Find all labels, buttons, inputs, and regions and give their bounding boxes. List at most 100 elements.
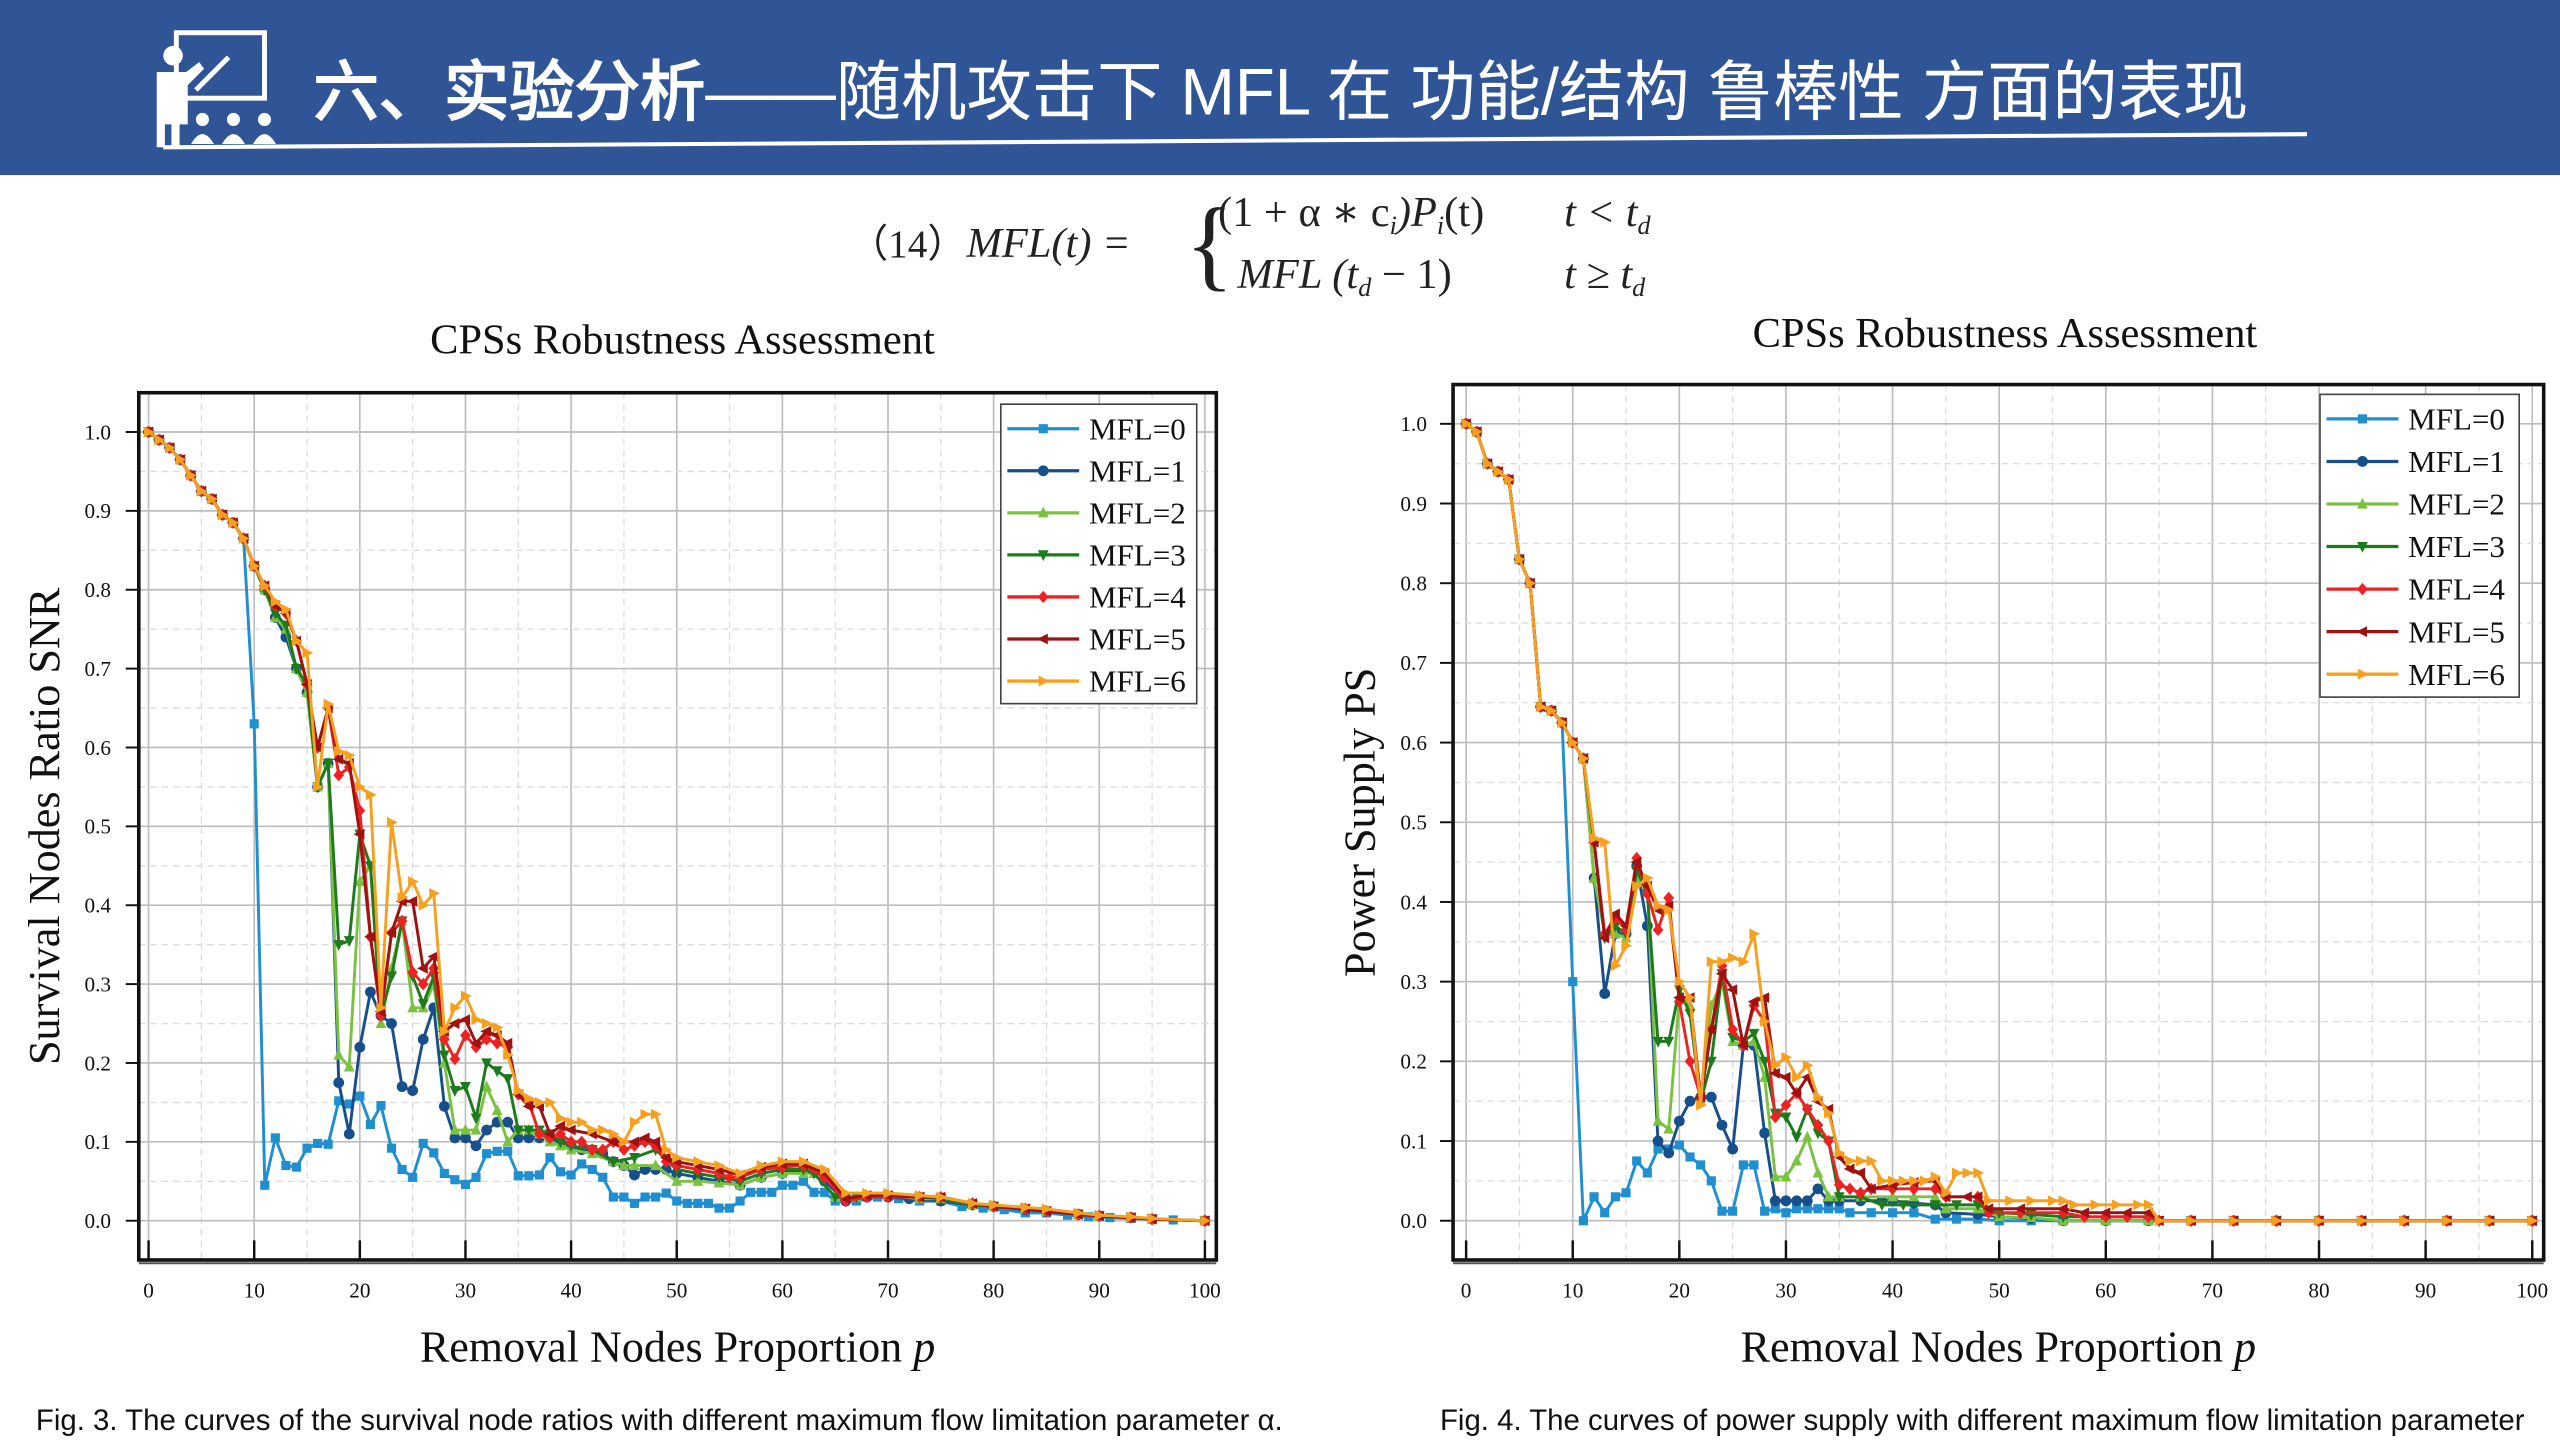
data-point [703, 1198, 713, 1208]
x-tick-label: 40 [560, 1279, 581, 1303]
data-point [692, 1175, 704, 1186]
legend-label: MFL=2 [2408, 487, 2505, 522]
data-point [1557, 717, 1569, 729]
y-tick-label: 0.6 [85, 736, 112, 760]
formula-case1-expr: (1 + α ∗ ci)Pi(t) [1218, 189, 1484, 240]
data-point [1769, 1067, 1780, 1079]
x-tick-label: 60 [2095, 1279, 2116, 1303]
data-point [334, 1096, 344, 1106]
data-point [2271, 1215, 2283, 1227]
data-point [375, 1017, 387, 1029]
legend-item: MFL=0 [2326, 402, 2505, 437]
data-point [1632, 880, 1643, 892]
data-point [693, 1198, 703, 1208]
data-point [2357, 1215, 2368, 1227]
data-point [1126, 1211, 1138, 1223]
data-point [598, 1172, 608, 1182]
y-tick-label: 0.4 [85, 894, 112, 918]
data-point [640, 1108, 652, 1120]
data-point [502, 1074, 514, 1085]
data-point [650, 1159, 661, 1171]
x-axis-label: Removal Nodes Proportion p [1741, 1322, 2256, 1371]
data-point [661, 1144, 673, 1156]
data-point [1845, 1155, 1857, 1167]
data-point [1780, 1112, 1792, 1124]
formula: （14） MFL(t) = { (1 + α ∗ ci)Pi(t) t < td… [849, 188, 1652, 302]
data-point [1674, 976, 1686, 988]
data-point [555, 1137, 566, 1149]
data-point [1738, 1160, 1748, 1170]
data-point [1876, 1200, 1888, 1212]
data-point [2133, 1199, 2144, 1211]
page-title: 六、实验分析——随机攻击下 MFL 在 功能/结构 鲁棒性 方面的表现 [313, 55, 2248, 128]
data-point [735, 1168, 747, 1179]
y-tick-label: 0.8 [85, 578, 112, 602]
data-point [1758, 992, 1770, 1003]
data-point [1790, 1087, 1802, 1099]
data-point [1632, 1156, 1642, 1166]
data-point [1684, 1095, 1696, 1107]
chart-title: CPSs Robustness Assessment [430, 316, 935, 363]
data-point [1020, 1201, 1032, 1213]
data-point [449, 1052, 461, 1066]
data-point [1652, 1135, 1664, 1147]
data-point [798, 1156, 810, 1167]
data-point [386, 1143, 397, 1153]
data-point [1801, 1195, 1813, 1207]
data-point [302, 647, 314, 659]
data-point [1716, 1119, 1728, 1131]
data-point [1578, 753, 1590, 764]
data-point [2090, 1199, 2102, 1211]
data-point [354, 1041, 366, 1053]
data-point [1461, 418, 1473, 430]
data-point [1759, 1056, 1771, 1068]
data-point [471, 1014, 483, 1026]
legend-label: MFL=5 [2408, 614, 2505, 649]
data-point [1482, 458, 1494, 470]
legend-item: MFL=5 [1007, 622, 1186, 657]
data-point [1578, 1216, 1588, 1226]
data-point [407, 1001, 419, 1013]
data-point [862, 1187, 874, 1199]
data-point [1940, 1202, 1952, 1214]
y-tick-label: 0.9 [1400, 492, 1427, 516]
data-point [1621, 940, 1633, 952]
data-point [460, 1082, 471, 1093]
data-point [1642, 872, 1654, 884]
data-point [438, 1100, 450, 1112]
legend-label: MFL=4 [2408, 572, 2505, 607]
data-point [1610, 960, 1622, 972]
data-point [417, 962, 428, 974]
data-point [397, 1164, 407, 1175]
data-point [449, 1123, 461, 1135]
data-point [1589, 832, 1601, 844]
data-point [1897, 1200, 1909, 1212]
data-point [1781, 1208, 1791, 1218]
data-point [1769, 1170, 1781, 1182]
legend-item: MFL=4 [1007, 580, 1186, 615]
data-point [936, 1191, 948, 1203]
data-point [1663, 1147, 1675, 1159]
formula-number: （14） [849, 223, 967, 266]
data-point [376, 1002, 388, 1014]
x-tick-label: 100 [1189, 1279, 1221, 1303]
data-point [1696, 1160, 1706, 1170]
legend-marker [2357, 414, 2368, 424]
y-axis-label: Survival Nodes Ratio SNR [20, 587, 69, 1065]
legend-marker [1037, 506, 1049, 518]
data-point [809, 1187, 819, 1197]
data-point [989, 1199, 1000, 1211]
data-point [154, 434, 166, 446]
data-point [480, 1026, 492, 1037]
x-tick-label: 10 [244, 1279, 265, 1303]
y-tick-label: 0.5 [85, 815, 112, 839]
data-point [270, 1133, 280, 1143]
data-point [1705, 1091, 1717, 1103]
x-axis-label: Removal Nodes Proportion p [420, 1322, 935, 1371]
data-point [524, 1171, 534, 1181]
data-point [249, 560, 261, 572]
data-point [607, 1136, 618, 1148]
data-point [2527, 1215, 2539, 1227]
data-point [175, 454, 187, 466]
